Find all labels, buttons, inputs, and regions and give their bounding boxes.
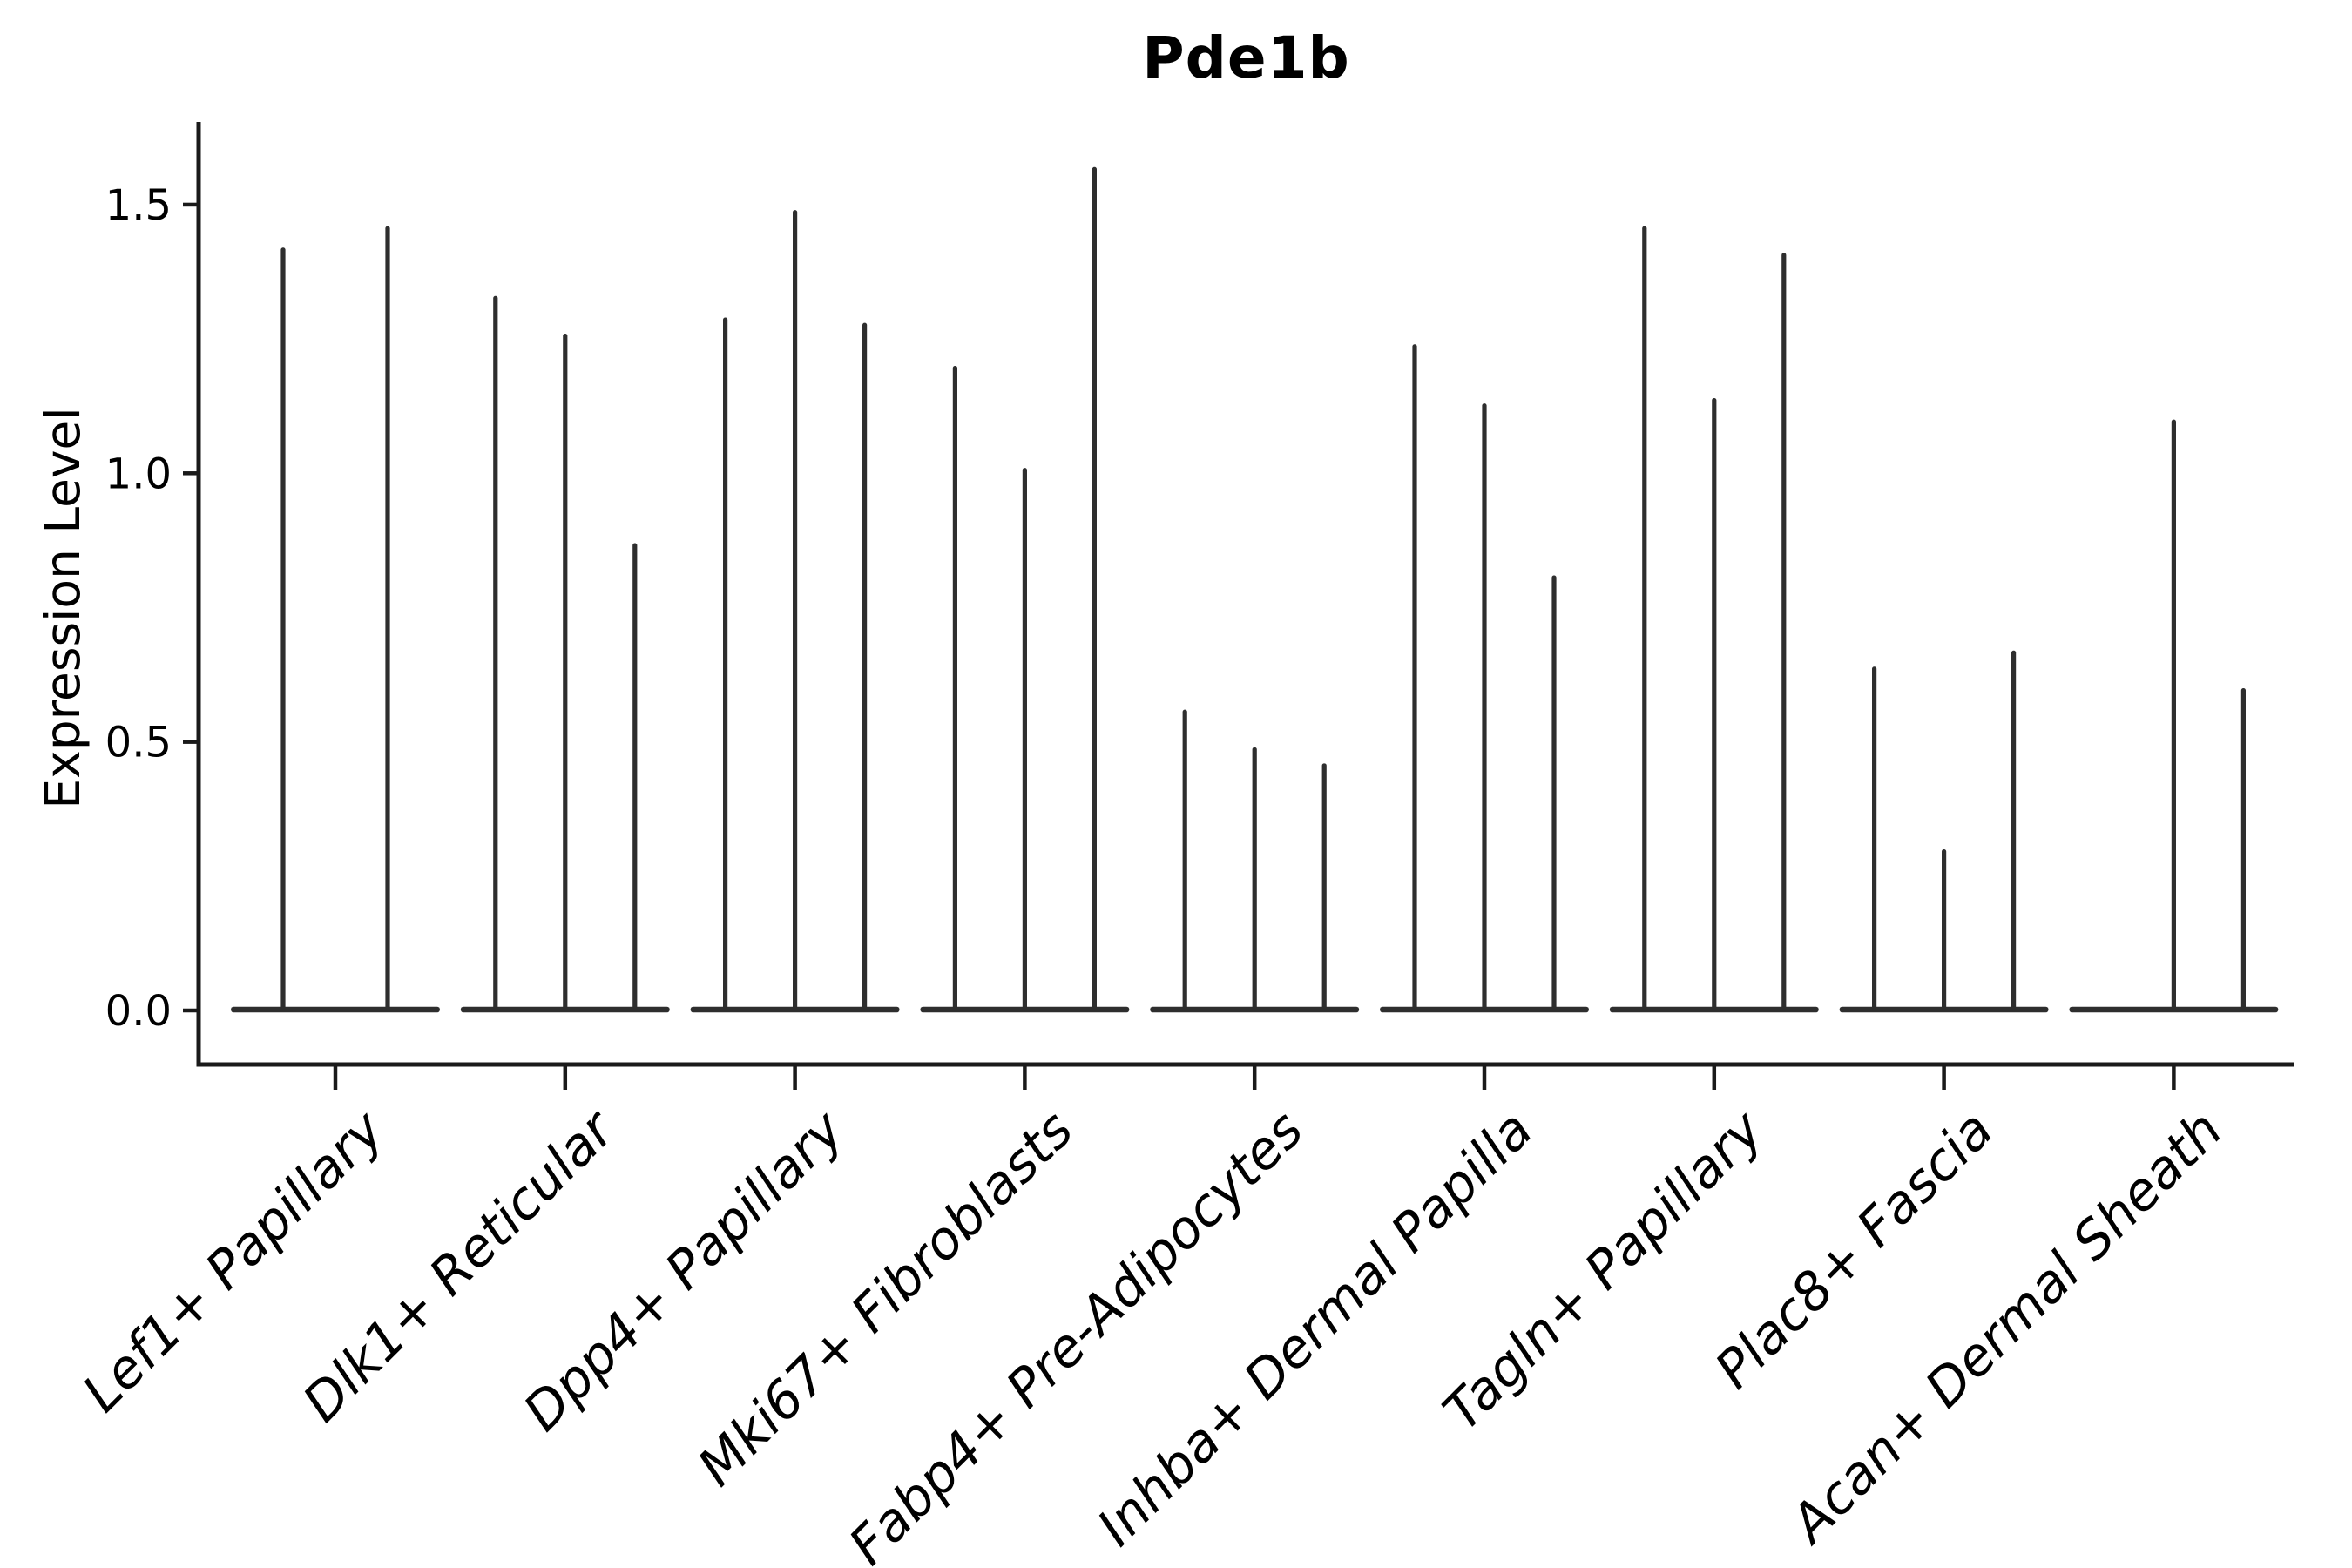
- violin-spike: [1412, 344, 1417, 1011]
- violin-spike: [952, 365, 957, 1012]
- violin-baseline: [231, 1006, 440, 1013]
- violin-spike: [723, 317, 728, 1011]
- violin-spike: [1872, 666, 1877, 1011]
- violin-spike: [2171, 419, 2176, 1011]
- violin-spike: [1252, 747, 1257, 1011]
- violin-spike: [280, 247, 286, 1011]
- violin-spike: [1092, 166, 1097, 1011]
- violin-spike: [862, 322, 868, 1011]
- violin-spike: [1551, 575, 1557, 1011]
- violin-spike: [1022, 468, 1027, 1011]
- violin-spike: [1712, 397, 1717, 1011]
- violin-spike: [1482, 403, 1487, 1011]
- violin-spike: [1321, 763, 1327, 1011]
- violin-spike: [1942, 848, 1947, 1011]
- violin-spike: [2240, 687, 2246, 1011]
- violin-spike: [793, 210, 798, 1011]
- violin-spike: [385, 226, 390, 1011]
- violin-spike: [1182, 709, 1187, 1011]
- y-tick-label: 1.0: [105, 449, 172, 498]
- violin-spike: [1642, 226, 1647, 1011]
- violin-spike: [632, 543, 638, 1011]
- violin-spike: [1781, 253, 1787, 1011]
- y-tick-label: 0.0: [105, 987, 172, 1036]
- chart-title: Pde1b: [1142, 24, 1350, 91]
- violin-spike: [2011, 650, 2017, 1011]
- violin-spike: [563, 333, 568, 1011]
- y-tick-label: 0.5: [105, 719, 172, 767]
- violin-spike: [493, 295, 498, 1011]
- y-tick-label: 1.5: [105, 181, 172, 230]
